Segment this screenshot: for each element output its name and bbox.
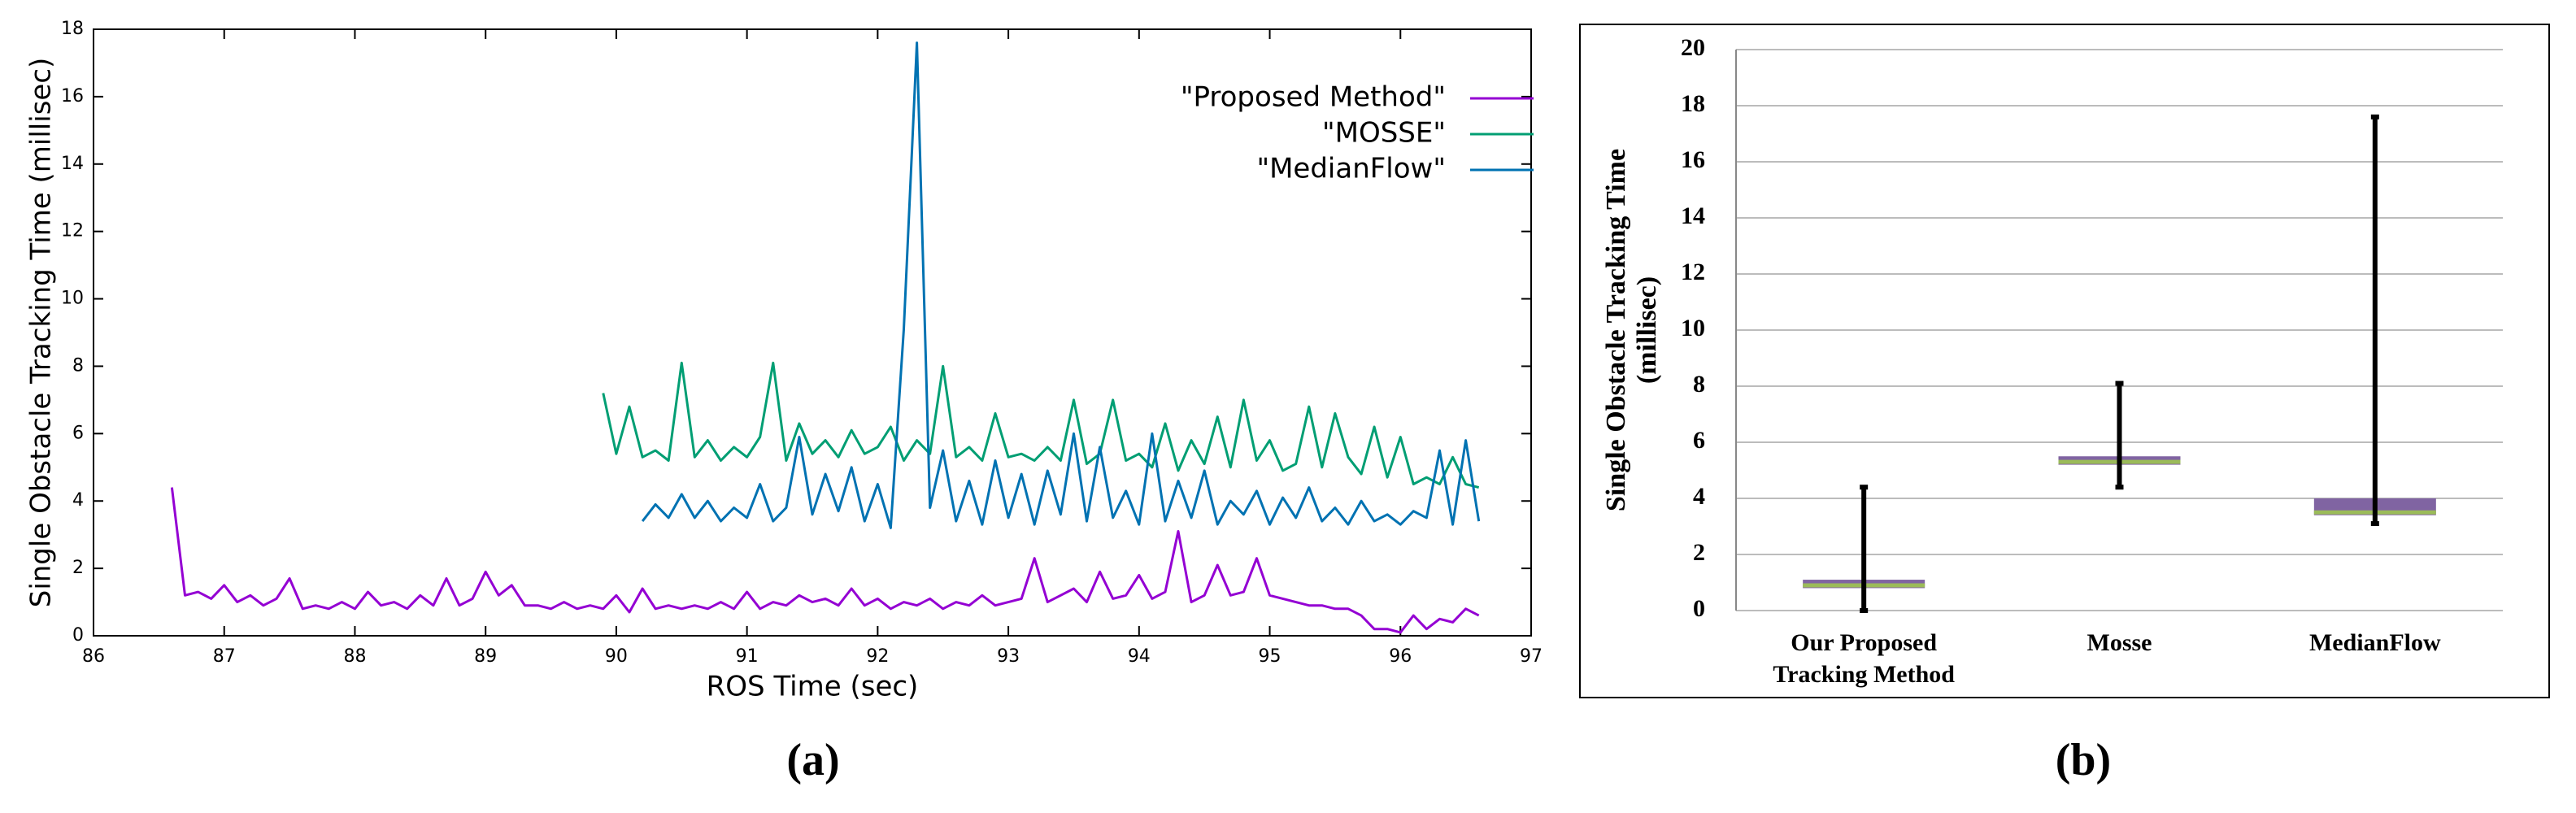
- y-tick-label: 10: [1681, 315, 1705, 341]
- y-tick-label: 8: [1693, 371, 1705, 398]
- y-tick-label: 16: [61, 86, 84, 107]
- x-tick-label: 90: [605, 646, 628, 667]
- x-tick-label: 86: [82, 646, 105, 667]
- y-tick-label: 14: [61, 154, 84, 174]
- y-tick-label: 18: [1681, 90, 1705, 117]
- series-line: [641, 41, 1481, 529]
- x-tick-label: 96: [1389, 646, 1412, 667]
- panel-border: [1579, 24, 2550, 698]
- y-tick-label: 16: [1681, 146, 1705, 173]
- x-axis-label: ROS Time (sec): [707, 671, 919, 703]
- y-tick-label: 8: [72, 355, 84, 376]
- x-tick-label: 89: [474, 646, 497, 667]
- panel-caption: (b): [2056, 735, 2111, 785]
- x-tick-label: 93: [997, 646, 1020, 667]
- y-tick-label: 4: [72, 490, 84, 511]
- x-tick-label: 97: [1520, 646, 1543, 667]
- y-tick-label: 12: [61, 221, 84, 241]
- y-tick-label: 6: [72, 423, 84, 443]
- x-tick-label: 92: [866, 646, 889, 667]
- panel-caption: (a): [786, 735, 839, 785]
- x-tick-label: Our Proposed: [1791, 629, 1937, 656]
- x-tick-label: Tracking Method: [1773, 661, 1955, 688]
- series-line: [170, 487, 1480, 634]
- x-tick-label: 91: [736, 646, 759, 667]
- y-tick-label: 0: [72, 625, 84, 646]
- legend-label: "Proposed Method": [1181, 81, 1446, 114]
- y-tick-label: 18: [61, 19, 84, 39]
- y-tick-label: 6: [1693, 427, 1705, 454]
- y-tick-label: 0: [1693, 595, 1705, 622]
- y-tick-label: 2: [1693, 539, 1705, 566]
- y-tick-label: 14: [1681, 202, 1705, 229]
- y-tick-label: 4: [1693, 483, 1705, 510]
- x-tick-label: 94: [1128, 646, 1151, 667]
- y-tick-label: 10: [61, 289, 84, 309]
- x-tick-label: 88: [343, 646, 366, 667]
- y-tick-label: 12: [1681, 259, 1705, 285]
- y-tick-label: 20: [1681, 34, 1705, 61]
- x-tick-label: MedianFlow: [2309, 629, 2441, 656]
- legend-label: "MedianFlow": [1256, 153, 1446, 185]
- y-axis-label: (millisec): [1632, 276, 1662, 384]
- legend-label: "MOSSE": [1322, 117, 1446, 150]
- y-axis-label: Single Obstacle Tracking Time: [1601, 149, 1631, 511]
- y-axis-label: Single Obstacle Tracking Time (millisec): [25, 58, 58, 608]
- x-tick-label: 95: [1259, 646, 1281, 667]
- x-tick-label: Mosse: [2087, 629, 2152, 656]
- y-tick-label: 2: [72, 558, 84, 578]
- plot-frame: [93, 28, 1532, 637]
- x-tick-label: 87: [213, 646, 236, 667]
- series-line: [602, 361, 1480, 489]
